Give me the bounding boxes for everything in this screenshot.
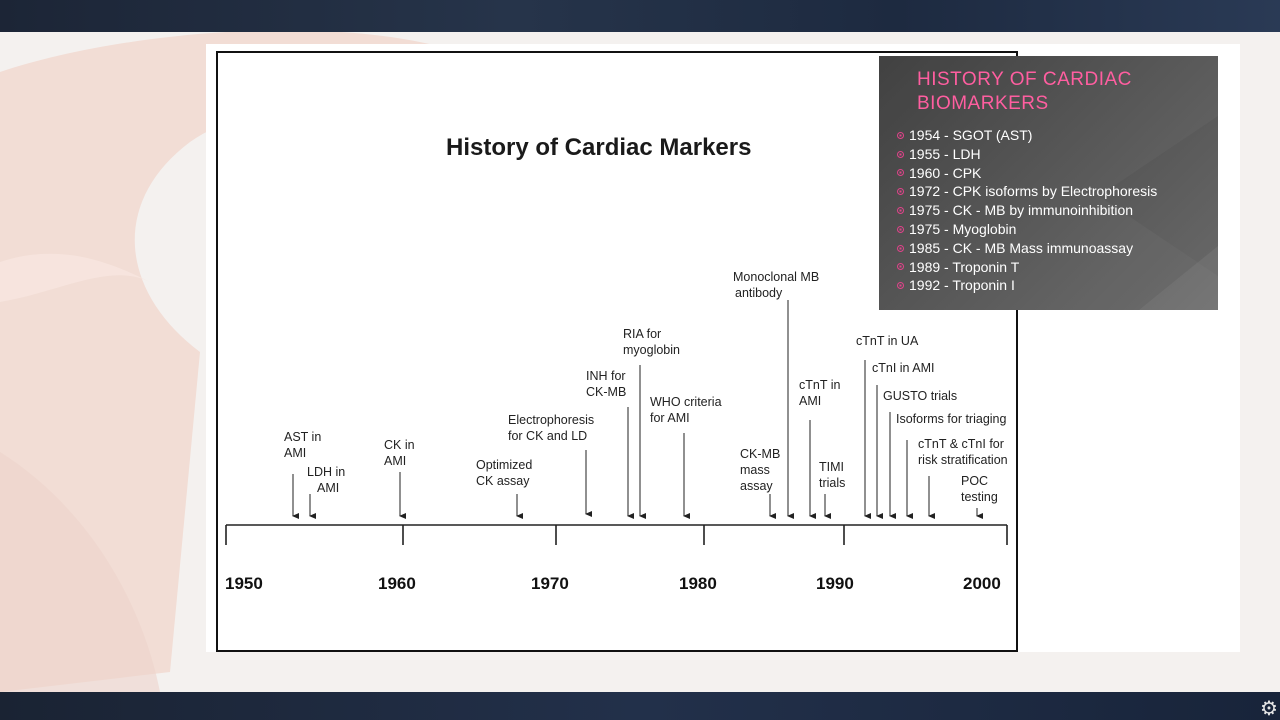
list-item: 1975 - Myoglobin [897,220,1157,239]
bullet-icon [897,244,904,252]
bullet-icon [897,225,904,233]
event-label-ctni-ami: cTnI in AMI [872,361,935,375]
biomarkers-overlay-panel: HISTORY OF CARDIAC BIOMARKERS 1954 - SGO… [879,56,1218,310]
bottom-dark-strip [0,692,1280,720]
event-label-ast: AST in AMI [284,430,322,460]
event-label-ck: CK in AMI [384,438,415,468]
event-label-monoclonal: Monoclonal MB antibody [733,270,820,300]
year-label-2000: 2000 [963,574,1001,593]
event-label-optimized: Optimized CK assay [476,458,533,488]
bullet-icon [897,188,904,196]
year-ticks [225,525,1008,545]
list-item: 1955 - LDH [897,145,1157,164]
bullet-icon [897,150,904,158]
event-label-gusto: GUSTO trials [883,389,958,403]
year-label-1970: 1970 [531,574,569,593]
biomarker-list: 1954 - SGOT (AST) 1955 - LDH 1960 - CPK … [897,126,1157,295]
bullet-icon [897,131,904,139]
year-label-1960: 1960 [378,574,416,593]
event-label-risk: cTnT & cTnI for risk stratification [918,437,1008,467]
event-label-inh: INH for CK-MB [586,369,627,399]
list-item: 1985 - CK - MB Mass immunoassay [897,239,1157,258]
event-label-who: WHO criteria for AMI [650,395,722,425]
event-label-ctnt-ami: cTnT in AMI [799,378,841,408]
event-label-timi: TIMI trials [819,460,846,490]
overlay-title: HISTORY OF CARDIAC BIOMARKERS [917,69,1132,114]
list-item: 1975 - CK - MB by immunoinhibition [897,201,1157,220]
decorative-swoosh [0,32,470,692]
bullet-icon [897,169,904,177]
list-item: 1992 - Troponin I [897,276,1157,295]
list-item: 1954 - SGOT (AST) [897,126,1157,145]
event-label-ctnt-ua: cTnT in UA [856,334,919,348]
event-label-ckmb-mass: CK-MB mass assay [740,447,781,493]
list-item: 1989 - Troponin T [897,258,1157,277]
overlay-decoration [1139,246,1218,310]
bullet-icon [897,263,904,271]
list-item: 1972 - CPK isoforms by Electrophoresis [897,182,1157,201]
event-label-isoforms: Isoforms for triaging [896,412,1007,426]
bullet-icon [897,282,904,290]
event-label-poc: POC testing [961,474,998,504]
top-dark-strip [0,0,1280,32]
event-label-ria: RIA for myoglobin [623,327,680,357]
event-label-electro: Electrophoresis for CK and LD [508,413,595,443]
list-item: 1960 - CPK [897,164,1157,183]
event-arrows [292,300,983,519]
gear-icon[interactable]: ⚙ [1260,698,1278,720]
figure-title: History of Cardiac Markers [446,134,752,161]
year-label-1980: 1980 [679,574,717,593]
bullet-icon [897,207,904,215]
year-label-1950: 1950 [225,574,263,593]
event-label-ldh: LDH in AMI [307,465,346,495]
year-label-1990: 1990 [816,574,854,593]
